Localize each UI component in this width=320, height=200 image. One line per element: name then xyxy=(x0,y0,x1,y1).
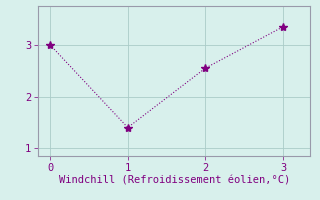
X-axis label: Windchill (Refroidissement éolien,°C): Windchill (Refroidissement éolien,°C) xyxy=(59,176,290,186)
